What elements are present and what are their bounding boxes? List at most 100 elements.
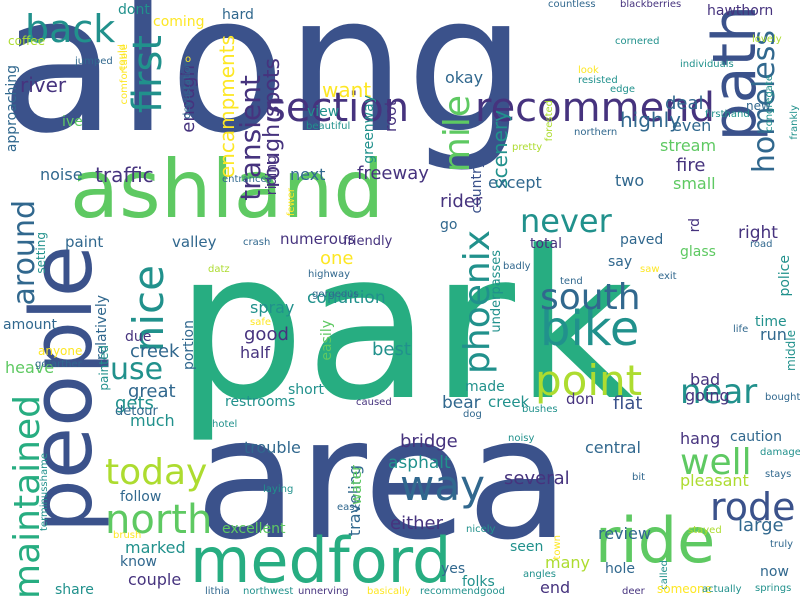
word-paint: paint: [65, 233, 104, 251]
word-crash: crash: [243, 237, 271, 248]
word-okay: okay: [445, 68, 484, 87]
word-blackberries: blackberries: [620, 0, 682, 10]
word-amount: amount: [3, 317, 58, 333]
word-caused: caused: [356, 397, 392, 408]
word-either: either: [390, 513, 444, 534]
word-now: now: [760, 564, 789, 580]
word-unnerving: unnerving: [298, 586, 349, 597]
word-rider: rider: [440, 191, 483, 212]
word-bridge: bridge: [400, 431, 458, 452]
word-creek: creek: [130, 341, 180, 362]
word-share: share: [55, 582, 94, 598]
word-well: well: [680, 442, 752, 483]
word-life: life: [733, 324, 749, 335]
word-saw: saw: [640, 264, 660, 275]
word-creek: creek: [488, 393, 530, 411]
word-north: north: [105, 497, 213, 543]
word-good: good: [244, 324, 289, 345]
word-heave: heave: [5, 358, 55, 377]
word-one: one: [320, 248, 354, 269]
word-condition: condition: [307, 288, 386, 308]
word-road: road: [750, 239, 773, 250]
word-resisted: resisted: [578, 75, 618, 86]
word-devastation: devastation: [182, 60, 193, 119]
word-painted: painted: [97, 345, 111, 391]
word-along: along: [0, 0, 527, 175]
word-stayed: stayed: [688, 525, 722, 536]
word-section: section: [265, 85, 410, 131]
word-noisy: noisy: [508, 433, 535, 444]
word-jumped: jumped: [75, 56, 113, 67]
word-small: small: [673, 174, 716, 193]
word-want: want: [322, 78, 372, 102]
word-highway: highway: [308, 269, 351, 280]
word-exit: exit: [658, 271, 677, 282]
word-noise: noise: [40, 165, 83, 184]
word-springs: springs: [755, 583, 792, 594]
word-countless: countless: [548, 0, 596, 10]
word-fire: fire: [676, 155, 706, 176]
word-fewer: fewer: [286, 188, 297, 217]
word-river: river: [20, 73, 67, 97]
word-badly: badly: [503, 261, 531, 272]
word-best: best: [372, 339, 411, 360]
word-asphalt: asphalt: [388, 453, 451, 473]
word-ive: ive: [62, 114, 83, 130]
word-total: total: [530, 236, 563, 252]
word-portion: portion: [181, 320, 197, 371]
word-easy: easy: [337, 502, 361, 513]
word-half: half: [240, 343, 271, 362]
word-run: run: [760, 325, 787, 344]
word-restrooms: restrooms: [225, 394, 296, 410]
word-never: never: [520, 202, 612, 240]
word-back: back: [25, 7, 116, 51]
word-rd: rd: [687, 218, 703, 233]
word-forested: forested: [544, 100, 555, 142]
word-dog: dog: [463, 409, 482, 420]
word-rode: rode: [710, 485, 796, 529]
word-go: go: [440, 217, 458, 233]
word-setting: setting: [34, 232, 48, 274]
word-paved: paved: [620, 232, 664, 248]
word-due: due: [125, 329, 152, 345]
word-entrances: entrances: [222, 174, 272, 185]
word-medford: medford: [190, 524, 452, 597]
word-lithia: lithia: [205, 586, 230, 597]
word-use: use: [110, 352, 164, 387]
word-lovely: lovely: [752, 34, 782, 45]
word-time: time: [755, 314, 787, 330]
word-say: say: [608, 254, 633, 270]
word-bear: bear: [442, 393, 481, 413]
word-hole: hole: [605, 561, 635, 577]
word-truly: truly: [770, 539, 794, 550]
word-water: water: [349, 465, 365, 505]
word-firsthand: firsthand: [705, 109, 750, 120]
word-caution: caution: [730, 429, 782, 445]
word-freeway: freeway: [357, 163, 429, 184]
word-o: o: [185, 54, 192, 65]
word-angles: angles: [523, 569, 556, 580]
word-gofarther: gofarther: [35, 359, 82, 370]
word-edge: edge: [610, 84, 635, 95]
word-actually: actually: [702, 584, 742, 595]
word-nicely: nicely: [466, 524, 496, 535]
word-root: root: [381, 100, 400, 133]
word-much: much: [130, 411, 175, 430]
word-frankly: frankly: [789, 105, 800, 140]
word-seen: seen: [510, 539, 544, 555]
word-tend: tend: [560, 276, 583, 287]
word-end: end: [540, 578, 571, 597]
word-bit: bit: [632, 472, 646, 483]
word-bought: bought: [765, 392, 800, 403]
word-several: several: [504, 468, 570, 489]
word-datz: datz: [208, 264, 230, 275]
word-yes: yes: [441, 561, 466, 577]
word-basically: basically: [367, 586, 411, 597]
word-right: right: [738, 223, 778, 243]
word-large: large: [738, 515, 784, 536]
word-point: point: [535, 356, 643, 405]
word-excellent: excellent: [222, 521, 286, 537]
word-pretty: pretty: [512, 142, 543, 153]
word-approaching: approaching: [4, 65, 20, 153]
word-hotel: hotel: [212, 419, 238, 430]
